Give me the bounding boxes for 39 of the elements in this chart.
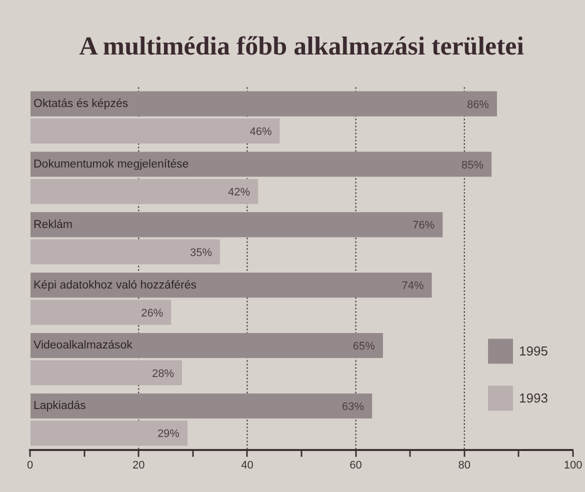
data-label: 76% <box>412 220 435 232</box>
data-label: 28% <box>152 368 174 380</box>
bar <box>30 118 280 144</box>
x-tick-label: 40 <box>241 459 254 472</box>
data-label: 29% <box>157 428 180 440</box>
x-tick-label: 20 <box>132 459 145 472</box>
x-tick-label: 0 <box>26 459 34 472</box>
y-tick-label: Reklám <box>34 218 72 231</box>
bar <box>30 178 258 204</box>
legend-label: 1993 <box>519 390 548 406</box>
bar <box>30 272 432 298</box>
bar <box>30 152 492 177</box>
data-label: 42% <box>228 186 250 198</box>
bar <box>30 91 497 116</box>
data-label: 26% <box>141 307 164 320</box>
y-tick-label: Oktatás és képzés <box>34 98 128 110</box>
y-tick-label: Dokumentumok megjelenítése <box>34 158 189 170</box>
chart-title: A multimédia főbb alkalmazási területei <box>79 31 524 60</box>
bar <box>30 393 372 418</box>
y-tick-label: Képi adatokhoz való hozzáférés <box>34 279 197 292</box>
bar <box>30 239 220 264</box>
data-label: 85% <box>462 159 484 172</box>
y-tick-label: Lapkiadás <box>34 400 86 412</box>
bar <box>30 333 383 358</box>
x-tick-label: 100 <box>564 459 582 472</box>
data-label: 35% <box>190 246 212 259</box>
data-label: 65% <box>352 340 376 353</box>
x-tick-label: 60 <box>350 459 362 472</box>
data-label: 86% <box>466 98 490 111</box>
bar <box>30 420 188 446</box>
bar <box>30 300 172 325</box>
bar <box>30 212 443 238</box>
legend-label: 1995 <box>519 343 548 358</box>
bar <box>30 360 182 386</box>
data-label: 74% <box>402 280 424 292</box>
data-label: 46% <box>250 126 272 138</box>
x-tick-label: 80 <box>458 459 471 472</box>
data-label: 63% <box>342 401 364 414</box>
y-tick-label: Videoalkalmazások <box>34 340 133 352</box>
